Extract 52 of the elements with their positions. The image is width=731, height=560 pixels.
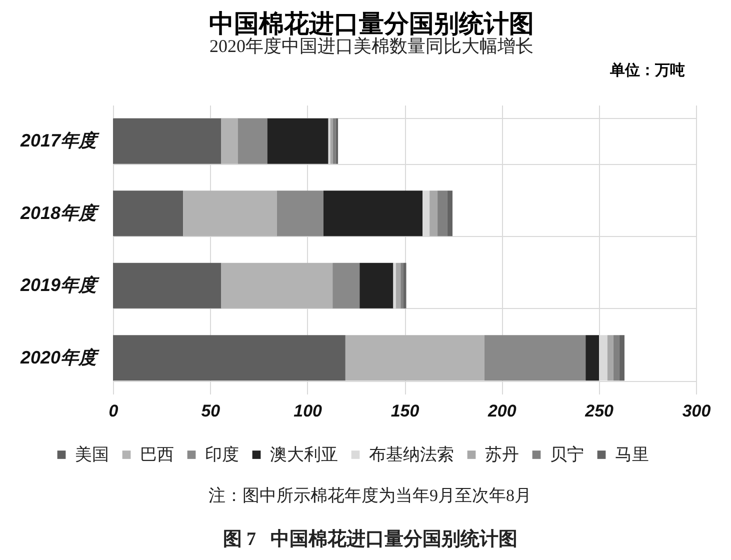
legend-label: 印度	[205, 444, 239, 464]
x-tick-label: 200	[486, 402, 517, 420]
legend-label: 贝宁	[550, 444, 584, 464]
bar	[113, 262, 222, 308]
text: 注：图中所示棉花年度为当年9月至次年8月	[208, 486, 532, 506]
bar	[430, 190, 438, 236]
bar	[619, 335, 624, 381]
x-tick-label: 300	[682, 402, 712, 420]
bar	[613, 335, 620, 381]
bar	[345, 335, 484, 381]
y-tick-label: 2020年度	[19, 347, 100, 368]
bar	[404, 262, 406, 308]
bar	[484, 335, 586, 381]
bar	[438, 190, 448, 236]
bar	[396, 262, 401, 308]
bar	[183, 190, 277, 236]
bar	[332, 118, 336, 164]
bar	[360, 262, 394, 308]
y-tick-label: 2018年度	[19, 202, 100, 223]
x-tick-label: 100	[294, 402, 323, 420]
legend-label: 布基纳法索	[369, 444, 454, 464]
bar	[113, 335, 346, 381]
bar	[323, 190, 423, 236]
legend-label: 马里	[615, 444, 649, 464]
bar	[447, 190, 452, 236]
x-tick-label: 50	[201, 402, 221, 420]
y-tick-label: 2019年度	[19, 275, 100, 296]
legend-label: 澳大利亚	[270, 444, 338, 464]
bar	[113, 190, 184, 236]
text: 单位：万吨	[610, 62, 685, 80]
chart-title: 中国棉花进口量分国别统计图	[209, 10, 534, 38]
y-tick-label: 2017年度	[19, 130, 100, 151]
legend-label: 巴西	[140, 444, 174, 464]
bar	[221, 118, 238, 164]
x-tick-label: 250	[584, 402, 614, 420]
bar	[586, 335, 600, 381]
bar	[221, 262, 333, 308]
x-tick-label: 150	[390, 402, 420, 420]
bar	[607, 335, 614, 381]
bar	[238, 118, 268, 164]
bar	[332, 262, 360, 308]
legend-label: 苏丹	[485, 444, 519, 464]
bar	[276, 190, 324, 236]
caption: 图 7 中国棉花进口量分国别统计图	[222, 529, 518, 552]
bar	[336, 118, 338, 164]
chart-subtitle: 2020年度中国进口美棉数量同比大幅增长	[210, 36, 534, 56]
legend-label: 美国	[75, 444, 109, 464]
bar	[267, 118, 328, 164]
bar	[400, 262, 404, 308]
bar	[330, 118, 333, 164]
bar	[113, 118, 222, 164]
x-tick-label: 0	[108, 402, 119, 420]
